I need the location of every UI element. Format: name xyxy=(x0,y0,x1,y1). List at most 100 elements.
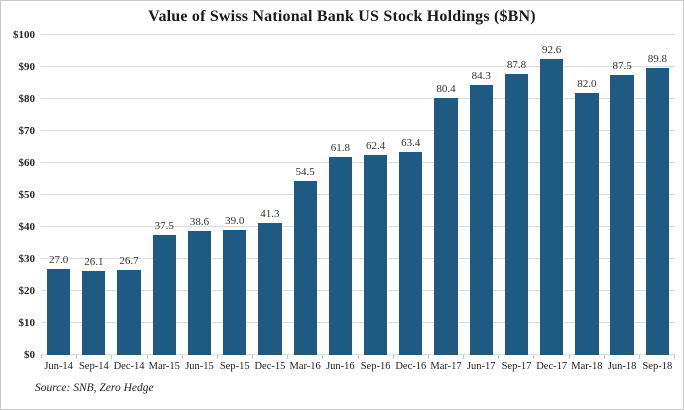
bar-slot: 41.3 xyxy=(252,35,287,355)
bar-value-label: 54.5 xyxy=(295,165,315,178)
bar-slot: 62.4 xyxy=(358,35,393,355)
x-tick xyxy=(534,355,570,359)
bar-slot: 63.4 xyxy=(393,35,428,355)
bar xyxy=(258,222,282,355)
gridline xyxy=(41,226,675,227)
gridline xyxy=(41,34,675,35)
y-tick-label: $0 xyxy=(24,349,35,361)
x-tick xyxy=(605,355,640,359)
bar-value-label: 62.4 xyxy=(365,140,386,153)
plot-area: $0 $10 $20 $30 $40 $50 $60 $70 $80 $90 $100 27.0 26.… xyxy=(13,29,675,361)
x-tick-label: Jun-18 xyxy=(607,361,637,372)
bar-value-label: 87.8 xyxy=(506,59,527,72)
bar-slot: 80.4 xyxy=(428,35,463,355)
x-tick-label: Sep-15 xyxy=(219,361,250,372)
bar-value-label: 82.0 xyxy=(577,77,597,90)
gridline xyxy=(41,354,675,355)
bar-value-label: 84.3 xyxy=(471,70,491,83)
gridline xyxy=(41,98,675,99)
bar xyxy=(434,97,458,355)
bar xyxy=(187,231,212,355)
x-tick-label: Sep-18 xyxy=(642,361,673,372)
x-tick-label: Jun-14 xyxy=(44,361,73,372)
x-tick-label: Mar-18 xyxy=(571,361,603,372)
bar-slot: 84.3 xyxy=(464,35,499,355)
bar xyxy=(610,75,634,355)
y-tick-label: $10 xyxy=(18,317,36,329)
x-tick xyxy=(359,355,394,359)
bar xyxy=(504,74,529,355)
x-tick-label: Jun-17 xyxy=(466,361,496,372)
gridline xyxy=(41,194,675,195)
y-tick-label: $50 xyxy=(18,189,36,201)
x-tick-label: Sep-17 xyxy=(501,361,532,372)
x-tick-label: Jun-16 xyxy=(326,361,355,372)
bar-value-label: 26.7 xyxy=(119,254,139,267)
bar xyxy=(328,157,352,355)
x-tick xyxy=(42,355,78,359)
y-tick-label: $40 xyxy=(18,221,36,233)
bar-slot: 37.5 xyxy=(147,35,182,355)
bar-slot: 92.6 xyxy=(534,35,569,355)
bar-value-label: 41.3 xyxy=(260,207,280,220)
bar xyxy=(293,180,317,355)
x-tick xyxy=(464,355,500,359)
bar-value-label: 87.5 xyxy=(612,60,632,72)
bar-value-label: 26.1 xyxy=(84,256,104,269)
bar xyxy=(469,85,493,355)
gridline xyxy=(41,130,675,131)
x-tick xyxy=(288,355,324,359)
x-axis-labels: Jun-14 Sep-14 Dec-14 Mar-15 Jun-15 Sep-15 Dec-… xyxy=(41,361,675,372)
x-tick xyxy=(499,355,535,359)
bar-slot: 54.5 xyxy=(288,35,323,355)
bar xyxy=(82,271,106,355)
gridline xyxy=(41,66,675,67)
x-tick-label: Mar-17 xyxy=(430,361,462,372)
bar xyxy=(399,152,423,355)
bar-slot: 26.1 xyxy=(76,35,111,355)
x-tick-label: Sep-16 xyxy=(360,361,391,372)
bar-value-label: 80.4 xyxy=(436,82,456,95)
x-tick xyxy=(429,355,465,359)
gridline xyxy=(41,322,675,323)
bar-value-label: 38.6 xyxy=(189,216,210,229)
x-tick xyxy=(148,355,183,359)
x-axis-ticks xyxy=(41,355,676,359)
x-tick xyxy=(323,355,359,359)
bar-value-label: 37.5 xyxy=(154,220,174,232)
source-note: Source: SNB, Zero Hedge xyxy=(35,382,154,394)
bar-slot: 61.8 xyxy=(323,35,358,355)
bars-container: 27.0 26.1 26.7 37.5 38.6 39.0 41.3 54.5 61.8 62.4… xyxy=(41,35,675,355)
bar-value-label: 39.0 xyxy=(225,215,245,228)
bar-value-label: 61.8 xyxy=(330,142,350,155)
gridline xyxy=(41,162,675,163)
bar-value-label: 63.4 xyxy=(401,137,421,150)
bar-slot: 87.5 xyxy=(605,35,640,355)
x-tick xyxy=(218,355,254,359)
chart-title: Value of Swiss National Bank US Stock Ho… xyxy=(148,8,536,25)
x-tick-label: Jun-15 xyxy=(185,361,214,372)
bar xyxy=(117,269,141,355)
bar-value-label: 89.8 xyxy=(647,52,667,65)
x-tick-label: Mar-16 xyxy=(289,361,321,372)
bar xyxy=(540,58,564,355)
bar-value-label: 92.6 xyxy=(542,43,562,56)
bar xyxy=(645,67,669,355)
bar-slot: 87.8 xyxy=(499,35,534,355)
gridline xyxy=(41,290,675,291)
bar-slot: 39.0 xyxy=(217,35,252,355)
y-tick-label: $20 xyxy=(18,285,36,297)
y-tick-label: $90 xyxy=(18,61,36,73)
x-tick xyxy=(112,355,148,359)
x-tick-label: Sep-14 xyxy=(78,361,109,372)
bar-slot: 38.6 xyxy=(182,35,217,355)
y-tick-label: $100 xyxy=(13,29,35,41)
gridline xyxy=(41,258,675,259)
bar-slot: 89.8 xyxy=(640,35,675,355)
x-tick-label: Dec-16 xyxy=(395,361,427,372)
x-tick-label: Mar-15 xyxy=(148,361,180,372)
x-tick-label: Dec-17 xyxy=(536,361,568,372)
bar-slot: 27.0 xyxy=(41,35,76,355)
y-tick-label: $80 xyxy=(18,93,36,105)
